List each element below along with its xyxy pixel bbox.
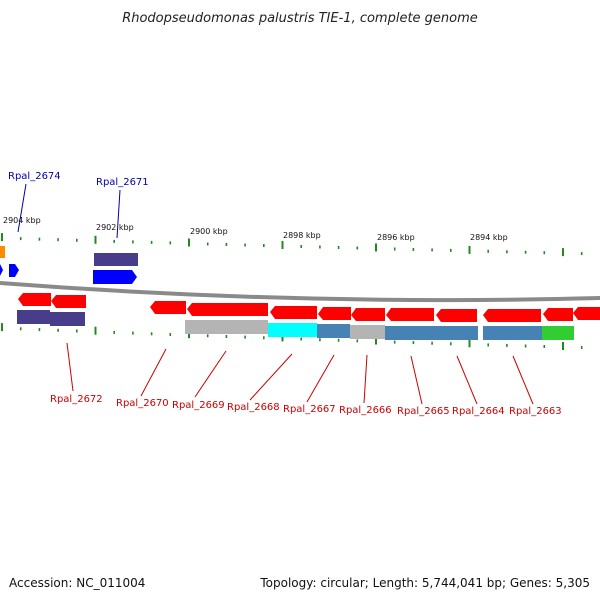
gene-arrow-reverse[interactable]: [150, 301, 186, 314]
gene-label[interactable]: Rpal_2670: [116, 398, 169, 409]
scale-label: 2902 kbp: [96, 223, 134, 232]
cog-box-gray: [185, 320, 268, 334]
gene-label[interactable]: Rpal_2663: [509, 406, 562, 417]
gene-label[interactable]: Rpal_2669: [172, 400, 225, 411]
leader-line: [363, 354, 368, 404]
topology-text: Topology: circular; Length: 5,744,041 bp…: [260, 576, 590, 590]
gene-arrow-reverse[interactable]: [436, 309, 477, 322]
cog-box-purple: [50, 312, 85, 326]
leader-line: [66, 342, 74, 392]
gene-label[interactable]: Rpal_2667: [283, 404, 336, 415]
leader-line: [456, 355, 478, 405]
cog-box-cyan: [268, 323, 317, 337]
gene-labels: Rpal_2674 Rpal_2671 Rpal_2672 Rpal_2670 …: [8, 171, 562, 417]
leader-line: [17, 183, 27, 233]
leader-line: [249, 353, 293, 401]
cog-boxes-reverse: [17, 310, 574, 340]
accession-text: Accession: NC_011004: [9, 576, 146, 590]
gene-arrow-reverse[interactable]: [543, 308, 573, 321]
cog-box-steelblue: [385, 326, 435, 340]
gene-arrow-forward[interactable]: [93, 270, 137, 284]
leader-line: [410, 355, 423, 405]
cog-box-steelblue: [435, 326, 478, 340]
label-leader-lines: [17, 183, 534, 405]
cog-box-orange: [0, 246, 5, 258]
scale-labels: 2904 kbp 2902 kbp 2900 kbp 2898 kbp 2896…: [3, 216, 508, 242]
cog-box-steelblue: [483, 326, 542, 340]
leader-line: [116, 189, 121, 239]
leader-line: [140, 348, 167, 397]
cog-box-green: [542, 326, 574, 340]
cog-box-purple: [17, 310, 50, 324]
gene-arrow-reverse[interactable]: [573, 307, 600, 320]
gene-label[interactable]: Rpal_2672: [50, 394, 103, 405]
gene-label[interactable]: Rpal_2674: [8, 171, 61, 182]
scale-label: 2894 kbp: [470, 233, 508, 242]
reverse-genes: [18, 293, 600, 322]
gene-arrow-reverse[interactable]: [51, 295, 86, 308]
gene-arrow-reverse[interactable]: [351, 308, 385, 321]
cog-box-gray: [350, 325, 385, 339]
genome-backbone: [0, 281, 600, 303]
gene-label[interactable]: Rpal_2666: [339, 405, 392, 416]
scale-ticks-outer: [1, 233, 583, 257]
gene-arrow-reverse[interactable]: [187, 303, 268, 316]
gene-label[interactable]: Rpal_2664: [452, 406, 505, 417]
gene-arrow-reverse[interactable]: [318, 307, 351, 320]
leader-line: [512, 355, 534, 405]
gene-label[interactable]: Rpal_2665: [397, 406, 450, 417]
gene-label[interactable]: Rpal_2671: [96, 177, 149, 188]
gene-arrow-forward[interactable]: [0, 264, 3, 276]
gene-arrow-reverse[interactable]: [483, 309, 541, 322]
leader-line: [194, 350, 227, 398]
cog-box-steelblue: [317, 324, 350, 338]
scale-label: 2898 kbp: [283, 231, 321, 240]
map-title: Rhodopseudomonas palustris TIE-1, comple…: [122, 11, 478, 26]
gene-arrow-reverse[interactable]: [18, 293, 51, 306]
scale-label: 2900 kbp: [190, 227, 228, 236]
leader-line: [306, 354, 335, 403]
gene-arrow-forward[interactable]: [9, 264, 19, 277]
scale-label: 2904 kbp: [3, 216, 41, 225]
gene-label[interactable]: Rpal_2668: [227, 402, 280, 413]
gene-arrow-reverse[interactable]: [386, 308, 434, 321]
scale-label: 2896 kbp: [377, 233, 415, 242]
cog-box-purple: [94, 253, 138, 266]
gene-arrow-reverse[interactable]: [270, 306, 317, 319]
